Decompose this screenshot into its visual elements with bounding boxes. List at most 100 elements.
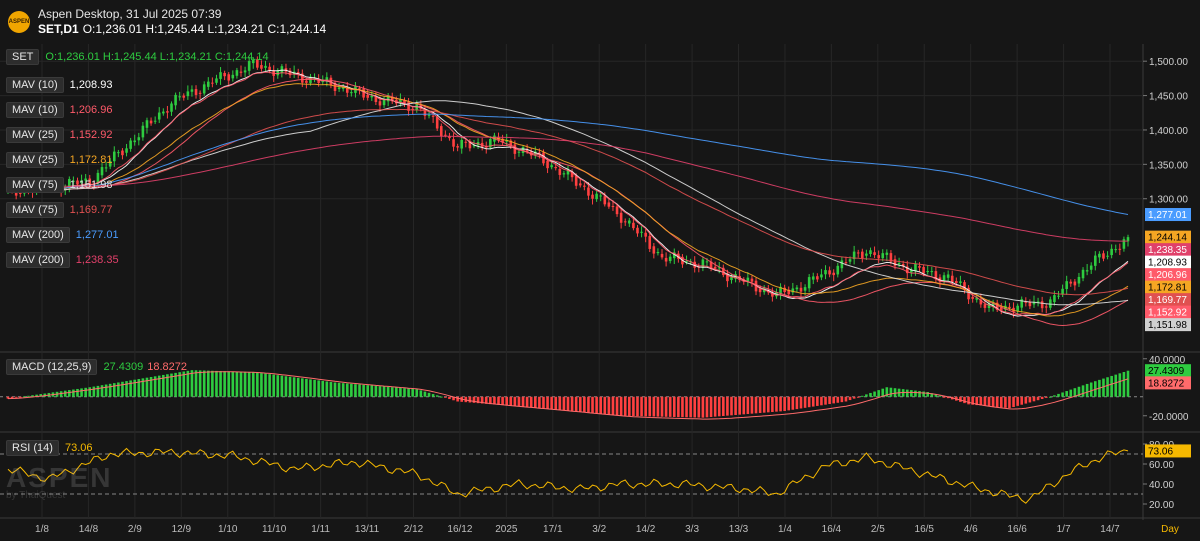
candle-body [685,261,688,263]
macd-histogram-bar [484,396,488,404]
macd-histogram-bar [525,396,529,408]
y-tick-label: 1,400.00 [1149,126,1188,137]
candle-body [125,148,128,153]
macd-histogram-bar [742,396,746,415]
macd-histogram-bar [448,396,451,400]
macd-histogram-bar [959,396,962,402]
macd-histogram-bar [1012,396,1015,408]
ma-legend-label[interactable]: MAV (25) [6,127,64,143]
candle-body [811,276,815,280]
macd-histogram-bar [934,394,938,397]
candle-body [820,274,823,278]
candle-body [1122,239,1126,249]
macd-histogram-bar [873,391,876,397]
macd-histogram-bar [1008,396,1011,409]
rsi-legend[interactable]: RSI (14) 73.06 [6,440,93,456]
macd-histogram-bar [762,396,766,413]
macd-legend[interactable]: MACD (12,25,9) 27.4309 18.8272 [6,359,187,375]
price-label-badge [1145,255,1191,269]
macd-histogram-bar [542,396,545,409]
ma-legend-label[interactable]: MAV (10) [6,102,64,118]
price-label-text: 1,277.01 [1148,210,1187,221]
macd-histogram-bar [206,370,210,397]
candle-body [672,252,676,259]
macd-histogram-bar [468,396,472,403]
macd-histogram-bar [493,396,496,405]
x-tick-label: 16/4 [822,524,842,535]
macd-histogram-bar [566,396,570,411]
macd-histogram-bar [472,396,476,403]
macd-histogram-bar [513,396,517,407]
ma-legend-label[interactable]: MAV (25) [6,152,64,168]
ma-legend-row[interactable]: MAV (200) 1,238.35 [6,249,269,271]
ma-legend-row[interactable]: MAV (75) 1,151.98 [6,174,269,196]
rsi-legend-label[interactable]: RSI (14) [6,440,59,456]
macd-histogram-bar [816,396,819,406]
macd-histogram-bar [697,396,701,418]
symbol-legend-label[interactable]: SET [6,49,40,65]
ma-legend-row[interactable]: MAV (10) 1,206.96 [6,99,269,121]
macd-histogram-bar [1073,388,1077,397]
macd-histogram-bar [1028,396,1032,403]
candle-body [713,266,717,269]
macd-histogram-bar [562,396,566,411]
macd-histogram-bar [758,396,762,413]
ma-legend-label[interactable]: MAV (200) [6,252,70,268]
candle-body [341,86,345,89]
candle-body [656,251,660,254]
x-tick-label: 4/6 [964,524,978,535]
candle-body [1085,270,1089,272]
macd-histogram-bar [84,387,87,397]
macd-histogram-bar [100,385,104,397]
macd-histogram-bar [247,371,251,397]
macd-histogram-bar [157,375,161,397]
x-tick-label: 2/12 [404,524,424,535]
candle-body [897,263,901,265]
macd-histogram-bar [280,375,284,397]
candle-body [550,165,553,168]
macd-legend-label[interactable]: MACD (12,25,9) [6,359,98,375]
macd-histogram-bar [35,394,38,397]
candle-body [509,140,513,146]
candle-body [856,252,860,254]
macd-histogram-bar [68,390,71,397]
macd-histogram-bar [640,396,643,417]
ma-legend-row[interactable]: MAV (25) 1,172.81 [6,149,269,171]
candle-body [1044,306,1048,308]
ma-legend-row[interactable]: MAV (200) 1,277.01 [6,224,269,246]
ma-legend-row[interactable]: MAV (25) 1,152.92 [6,124,269,146]
candle-body [746,277,750,282]
candle-body [640,231,643,233]
ma-legend-label[interactable]: MAV (200) [6,227,70,243]
macd-histogram-bar [284,376,288,397]
macd-histogram-bar [583,396,586,413]
candle-body [325,77,329,81]
candle-body [100,167,104,176]
macd-histogram-bar [268,374,271,397]
ma-legend-label[interactable]: MAV (75) [6,202,64,218]
ma-legend-label[interactable]: MAV (75) [6,177,64,193]
price-label-badge [1145,243,1191,257]
candle-body [88,178,92,186]
ma-legend-row[interactable]: MAV (75) 1,169.77 [6,199,269,221]
candle-body [268,66,271,71]
ma-legend-label[interactable]: MAV (10) [6,77,64,93]
candle-body [668,256,672,262]
macd-signal-line [7,371,1129,420]
candle-body [382,98,386,106]
symbol-legend-row[interactable]: SET O:1,236.01 H:1,245.44 L:1,234.21 C:1… [6,46,269,68]
macd-histogram-bar [734,396,737,415]
macd-histogram-bar [722,396,725,416]
candle-body [337,87,341,90]
macd-histogram-bar [558,396,562,411]
macd-histogram-bar [877,390,880,397]
candle-body [1040,301,1044,309]
macd-histogram-bar [730,396,733,416]
ma-legend-row[interactable]: MAV (10) 1,208.93 [6,74,269,96]
macd-histogram-bar [779,396,782,412]
candle-body [157,112,161,120]
macd-histogram-bar [166,374,169,397]
candle-body [1114,249,1118,251]
macd-histogram-bar [942,396,946,398]
